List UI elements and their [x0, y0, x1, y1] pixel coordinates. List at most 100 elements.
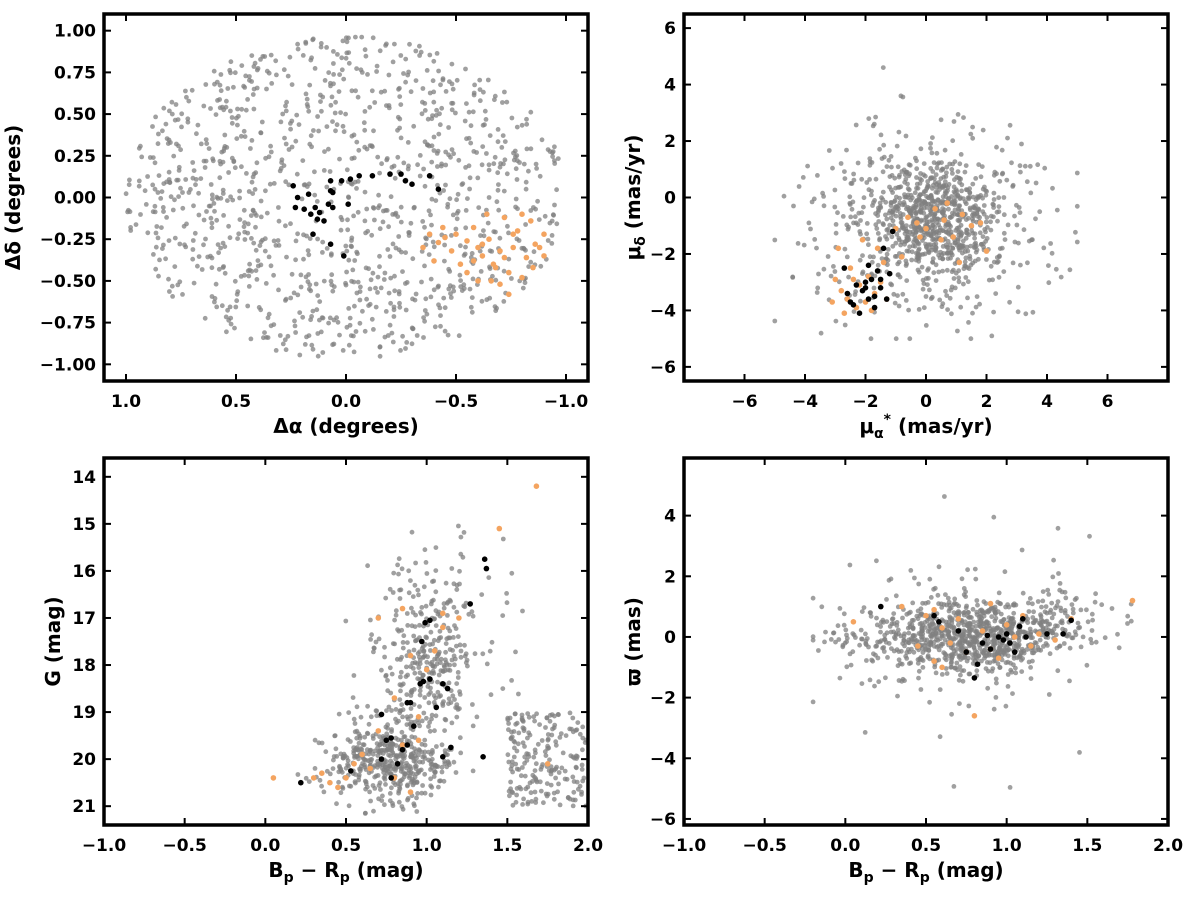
background-point [332, 110, 338, 116]
background-point [373, 639, 379, 645]
background-point [948, 664, 954, 670]
background-point [196, 190, 202, 196]
background-point [358, 284, 363, 290]
background-point [851, 171, 856, 177]
background-point [880, 189, 886, 195]
background-point [965, 613, 971, 619]
background-point [970, 656, 976, 662]
background-point [830, 165, 835, 171]
background-point [367, 301, 373, 307]
background-point [1010, 602, 1016, 608]
background-point [859, 609, 865, 614]
background-point [415, 676, 421, 681]
background-point [343, 35, 349, 41]
background-point [447, 79, 452, 84]
background-point [411, 801, 417, 807]
background-point [884, 164, 890, 170]
background-point [455, 191, 461, 197]
background-point [377, 170, 382, 176]
background-point [929, 294, 935, 300]
member-point [931, 606, 937, 613]
background-point [983, 219, 989, 225]
background-point [920, 665, 926, 670]
background-point [497, 235, 503, 241]
background-point [361, 120, 367, 126]
member-point [310, 775, 317, 781]
background-point [428, 629, 434, 635]
background-point [898, 633, 904, 639]
background-point [374, 713, 380, 719]
background-point [896, 235, 902, 241]
background-point [388, 690, 394, 696]
background-point [246, 189, 252, 194]
background-point [1057, 581, 1063, 586]
member-point [850, 619, 857, 625]
background-point [931, 643, 937, 649]
background-points [123, 34, 561, 359]
background-point [346, 195, 352, 201]
background-point [191, 168, 197, 174]
background-point [836, 279, 842, 285]
background-point [337, 156, 342, 162]
member-point [829, 299, 835, 305]
background-point [320, 315, 326, 321]
background-point [393, 707, 399, 712]
background-point [439, 764, 445, 770]
background-point [957, 203, 963, 209]
background-point [341, 129, 347, 135]
background-point [403, 250, 408, 256]
background-point [837, 606, 843, 611]
highlighted-point [865, 262, 872, 269]
background-point [516, 730, 522, 736]
background-point [390, 59, 396, 65]
background-point [358, 746, 363, 752]
background-point [995, 609, 1001, 615]
background-point [891, 629, 897, 635]
background-point [1062, 589, 1068, 595]
background-point [893, 213, 899, 219]
background-point [1007, 122, 1013, 128]
background-point [959, 668, 964, 673]
background-point [563, 733, 569, 738]
background-point [969, 228, 974, 234]
background-point [857, 642, 862, 648]
member-point [456, 615, 462, 621]
background-point [1001, 195, 1007, 200]
background-point [235, 236, 241, 242]
y-tick-label: 1.00 [54, 22, 96, 42]
background-point [889, 210, 895, 215]
background-point [937, 687, 943, 692]
background-point [509, 115, 515, 121]
highlighted-point [298, 779, 304, 786]
background-point [936, 601, 941, 607]
background-point [1038, 647, 1044, 653]
background-point [512, 745, 517, 751]
background-point [312, 169, 317, 175]
background-point [216, 266, 222, 272]
background-point [191, 280, 197, 286]
background-point [492, 93, 498, 99]
background-point [1042, 165, 1048, 171]
background-point [967, 627, 973, 632]
background-point [392, 175, 398, 181]
member-point [923, 612, 929, 619]
background-point [900, 676, 906, 682]
background-point [560, 750, 566, 756]
background-point [380, 793, 385, 799]
background-point [388, 275, 394, 281]
highlighted-point [955, 628, 962, 634]
background-point [809, 199, 815, 205]
background-point [1116, 645, 1122, 651]
background-point [1046, 627, 1051, 633]
background-point [377, 253, 382, 259]
background-point [1050, 185, 1055, 191]
x-tick-label: 2 [981, 392, 993, 412]
background-point [952, 177, 957, 183]
x-axis-label: Bp − Rp (mag) [268, 858, 423, 886]
background-point [554, 187, 559, 193]
background-point [422, 308, 428, 313]
background-point [516, 767, 522, 772]
member-point [939, 664, 945, 671]
background-point [404, 722, 410, 727]
background-point [485, 77, 491, 83]
